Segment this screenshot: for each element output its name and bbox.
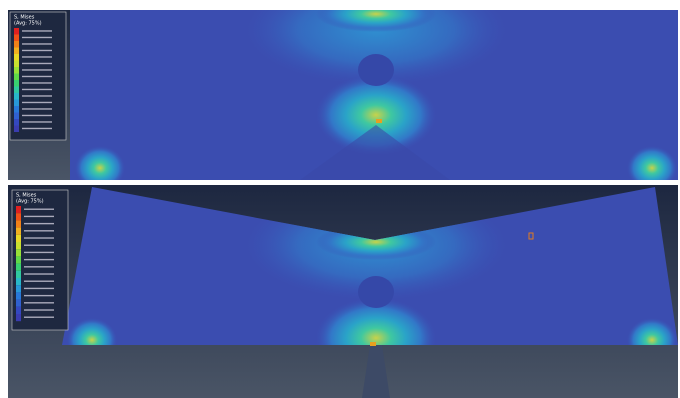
bottom-panel: S, Mises (Avg: 75%): [8, 185, 678, 398]
legend-swatch: [14, 35, 19, 42]
legend-swatch: [16, 292, 21, 299]
top-panel: S, Mises (Avg: 75%): [8, 0, 678, 190]
legend-swatch: [16, 242, 21, 249]
legend-line: [24, 288, 54, 289]
legend-swatch: [14, 48, 19, 55]
legend-line: [24, 266, 54, 267]
legend-swatch: [16, 256, 21, 263]
legend-swatch: [16, 235, 21, 242]
legend-line: [22, 76, 52, 77]
legend-line: [22, 108, 52, 109]
legend-line: [24, 309, 54, 310]
legend-swatch: [14, 61, 19, 68]
legend-line: [24, 223, 54, 224]
legend-swatch: [14, 126, 19, 133]
legend-swatch: [16, 278, 21, 285]
legend-line: [22, 37, 52, 38]
legend-line: [24, 295, 54, 296]
legend: S, Mises (Avg: 75%): [12, 190, 68, 330]
hot-spot: [376, 119, 382, 123]
contour: [358, 276, 394, 308]
legend-line: [22, 121, 52, 122]
legend-subtitle: (Avg: 75%): [14, 21, 42, 27]
contour: [75, 146, 125, 190]
legend-swatch: [16, 249, 21, 256]
legend-line: [22, 43, 52, 44]
legend-line: [24, 216, 54, 217]
legend-swatch: [14, 113, 19, 120]
legend-line: [24, 317, 54, 318]
legend-line: [22, 30, 52, 31]
legend-line: [22, 89, 52, 90]
legend-line: [22, 95, 52, 96]
legend-line: [22, 128, 52, 129]
legend-line: [24, 230, 54, 231]
legend-line: [22, 50, 52, 51]
legend-line: [22, 63, 52, 64]
legend-swatch: [14, 100, 19, 107]
legend-swatch: [16, 285, 21, 292]
legend-line: [22, 82, 52, 83]
legend-swatch: [14, 41, 19, 48]
legend-swatch: [16, 271, 21, 278]
legend-swatch: [14, 119, 19, 126]
legend-swatch: [14, 28, 19, 35]
contour: [627, 146, 677, 190]
legend-subtitle: (Avg: 75%): [16, 199, 44, 205]
legend-line: [22, 115, 52, 116]
legend-swatch: [14, 87, 19, 94]
legend-line: [24, 209, 54, 210]
legend-line: [24, 281, 54, 282]
hot-spot: [370, 342, 376, 346]
legend-line: [24, 302, 54, 303]
legend-swatch: [14, 54, 19, 61]
legend-line: [24, 273, 54, 274]
legend-swatch: [16, 307, 21, 314]
legend-swatch: [16, 314, 21, 321]
legend-swatch: [16, 300, 21, 307]
legend-swatch: [14, 106, 19, 113]
legend: S, Mises (Avg: 75%): [10, 12, 66, 140]
legend-swatch: [16, 213, 21, 220]
legend-line: [24, 252, 54, 253]
legend-swatch: [16, 206, 21, 213]
legend-line: [24, 245, 54, 246]
legend-swatch: [14, 80, 19, 87]
legend-line: [22, 69, 52, 70]
screenshot: S, Mises (Avg: 75%) S, Mises (Avg: 75%): [0, 0, 680, 398]
legend-swatch: [14, 74, 19, 81]
legend-line: [22, 56, 52, 57]
legend-swatch: [16, 220, 21, 227]
legend-swatch: [16, 228, 21, 235]
legend-swatch: [14, 93, 19, 100]
legend-swatch: [14, 67, 19, 74]
legend-line: [24, 237, 54, 238]
legend-line: [24, 259, 54, 260]
contour: [358, 54, 394, 86]
legend-swatch: [16, 264, 21, 271]
legend-line: [22, 102, 52, 103]
